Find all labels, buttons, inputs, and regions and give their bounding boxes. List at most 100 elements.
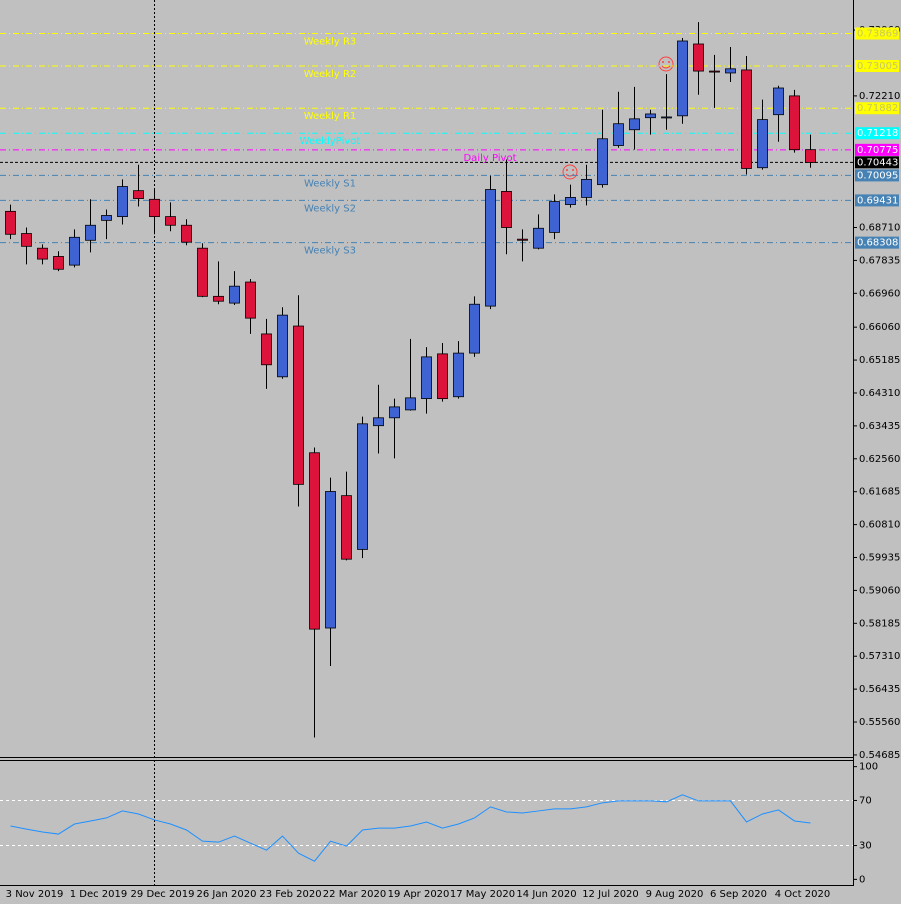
candle-body: [69, 236, 80, 266]
candle-body: [773, 87, 784, 116]
level-label: Weekly R1: [304, 111, 357, 122]
level-label: Weekly S3: [304, 246, 356, 257]
price-label: 0.71218: [857, 128, 898, 139]
x-tick-label: 29 Dec 2019: [131, 889, 195, 900]
price-label-box: [855, 27, 899, 40]
candle-body: [85, 224, 96, 241]
candle-body: [405, 397, 416, 411]
level-label: WeeklyPivot: [300, 136, 361, 147]
candle-body: [709, 70, 720, 73]
price-label: 0.70443: [857, 157, 898, 168]
price-label: 0.68308: [857, 238, 898, 249]
x-tick-label: 14 Jun 2020: [516, 889, 576, 900]
price-label-box: [855, 169, 899, 182]
price-label-box: [855, 156, 899, 169]
candle-body: [341, 495, 352, 560]
price-label-box: [855, 127, 899, 140]
y-tick-label: 0.63435: [859, 421, 900, 432]
candle-body: [741, 69, 752, 169]
candle-body: [805, 149, 816, 163]
y-tick-label: 70: [859, 795, 872, 806]
x-tick-label: 23 Feb 2020: [259, 889, 321, 900]
candle-body: [245, 281, 256, 319]
candle-body: [181, 224, 192, 243]
candle-body: [629, 118, 640, 131]
candle-body: [421, 356, 432, 400]
candle-body: [293, 325, 304, 485]
candle-body: [53, 256, 64, 270]
candle-body: [533, 227, 544, 249]
candle-body: [597, 138, 608, 186]
candle-body: [213, 295, 224, 302]
candle-body: [453, 352, 464, 398]
candle-body: [613, 123, 624, 146]
candle-body: [645, 113, 656, 119]
level-label: Weekly R2: [304, 69, 357, 80]
candle-body: [677, 40, 688, 117]
y-tick-label: 0.61685: [859, 487, 900, 498]
candle-body: [165, 216, 176, 226]
y-tick-label: 0.60810: [859, 520, 900, 531]
level-label: Weekly R3: [304, 37, 357, 48]
price-label-box: [855, 59, 899, 72]
smiley: [658, 56, 674, 72]
x-tick-label: 12 Jul 2020: [582, 889, 639, 900]
level-label: Weekly S2: [304, 203, 356, 214]
candle-body: [549, 201, 560, 233]
y-tick-label: 0.65185: [859, 355, 900, 366]
y-tick-label: 0.72210: [859, 91, 900, 102]
candle-body: [389, 406, 400, 419]
candle-body: [37, 247, 48, 260]
level-label: Weekly S1: [304, 178, 356, 189]
y-tick-label: 0.59935: [859, 553, 900, 564]
candle-body: [325, 491, 336, 629]
x-tick-label: 1 Dec 2019: [70, 889, 128, 900]
y-tick-label: 30: [859, 841, 872, 852]
candle-body: [309, 452, 320, 630]
y-tick-label: 0.62560: [859, 454, 900, 465]
x-tick-label: 6 Sep 2020: [710, 889, 767, 900]
y-tick-label: 0.67835: [859, 255, 900, 266]
candle-body: [485, 189, 496, 307]
candle-body: [501, 191, 512, 228]
x-tick-label: 22 Mar 2020: [323, 889, 386, 900]
x-tick-label: 3 Nov 2019: [6, 889, 64, 900]
candle-body: [261, 333, 272, 366]
line-series: [10, 794, 811, 862]
price-label: 0.73005: [857, 61, 898, 72]
y-tick-label: 0.56435: [859, 684, 900, 695]
candle-body: [725, 68, 736, 74]
candle-body: [133, 190, 144, 199]
y-tick-label: 0.68710: [859, 223, 900, 234]
y-tick-label: 0.59060: [859, 585, 900, 596]
x-tick-label: 4 Oct 2020: [775, 889, 830, 900]
price-label: 0.71882: [857, 103, 898, 114]
y-tick-label: 0.66960: [859, 288, 900, 299]
candle-body: [149, 198, 160, 218]
price-label-box: [855, 236, 899, 249]
candle-body: [5, 210, 16, 235]
y-tick-label: 0.58185: [859, 618, 900, 629]
price-label: 0.70775: [857, 145, 898, 156]
candle-body: [277, 314, 288, 378]
level-label: Daily Pivot: [463, 153, 516, 164]
candle-body: [117, 186, 128, 218]
candle-body: [581, 178, 592, 198]
candle-body: [661, 116, 672, 119]
candle-body: [197, 247, 208, 297]
x-tick-label: 19 Apr 2020: [388, 889, 450, 900]
candle-body: [357, 423, 368, 550]
candle-body: [517, 238, 528, 241]
candle-body: [229, 285, 240, 304]
candle-body: [469, 303, 480, 354]
candle-body: [757, 119, 768, 169]
y-tick-label: 100: [859, 762, 878, 773]
candle-body: [437, 353, 448, 400]
price-label: 0.70095: [857, 170, 898, 181]
y-tick-label: 0.57310: [859, 651, 900, 662]
price-label-box: [855, 143, 899, 156]
smiley: [562, 164, 578, 180]
x-tick-label: 26 Jan 2020: [197, 889, 257, 900]
x-tick-label: 17 May 2020: [450, 889, 515, 900]
y-tick-label: 0.64310: [859, 388, 900, 399]
